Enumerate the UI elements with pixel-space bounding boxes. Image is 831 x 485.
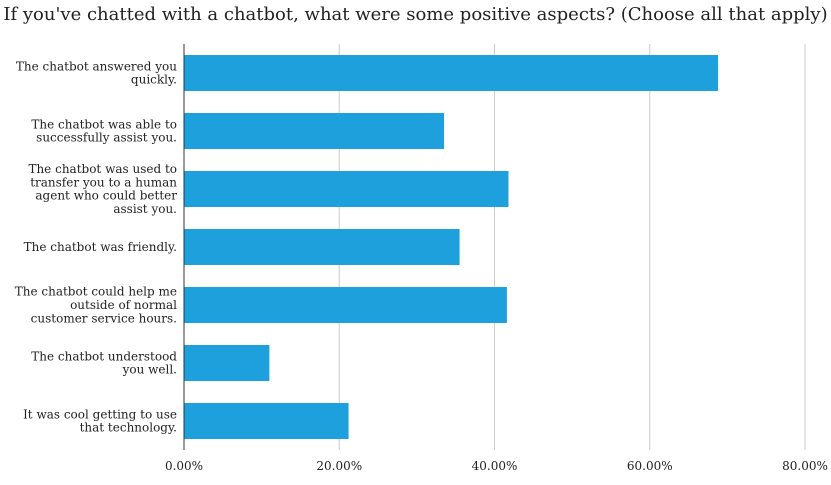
category-label-line: outside of normal (70, 298, 177, 312)
category-label-line: agent who could better (35, 189, 177, 203)
category-label: The chatbot could help me outside of norm… (15, 285, 177, 326)
bar (184, 113, 445, 149)
category-label-line: assist you. (113, 202, 177, 216)
bar (184, 403, 349, 439)
bar (184, 229, 460, 265)
category-label-line: customer service hours. (31, 311, 177, 325)
x-tick-label: 0.00% (165, 459, 203, 473)
category-label-line: quickly. (131, 73, 177, 87)
category-label-line: that technology. (80, 421, 177, 435)
category-label-line: transfer you to a human (30, 175, 177, 189)
category-label-line: successfully assist you. (36, 131, 177, 145)
category-label: The chatbot answered you quickly. (16, 59, 177, 86)
chart-title: If you've chatted with a chatbot, what w… (3, 4, 828, 25)
category-label: It was cool getting to use that technolog… (23, 407, 177, 434)
bar (184, 171, 509, 207)
x-tick-label: 40.00% (472, 459, 518, 473)
bars (184, 55, 719, 439)
category-label: The chatbot was friendly. (24, 240, 177, 254)
category-label-line: you well. (122, 363, 177, 377)
category-label-line: The chatbot answered you (16, 59, 177, 73)
category-label-line: It was cool getting to use (23, 407, 177, 421)
bar (184, 55, 719, 91)
category-label-line: The chatbot could help me (15, 285, 177, 299)
x-tick-label: 60.00% (627, 459, 673, 473)
category-label-line: The chatbot was used to (28, 162, 177, 176)
category-label-line: The chatbot understood (31, 349, 177, 363)
category-label-line: The chatbot was friendly. (24, 240, 177, 254)
category-label: The chatbot was used to transfer you to a… (28, 162, 177, 216)
category-label-line: The chatbot was able to (31, 117, 177, 131)
bar (184, 345, 270, 381)
category-label: The chatbot understood you well. (31, 349, 177, 376)
x-tick-label: 20.00% (316, 459, 362, 473)
x-tick-labels: 0.00% 20.00% 40.00% 60.00% 80.00% (165, 459, 828, 473)
category-labels: The chatbot answered you quickly.The chat… (15, 59, 178, 434)
category-label: The chatbot was able to successfully assi… (31, 117, 177, 144)
bar (184, 287, 507, 323)
x-tick-label: 80.00% (782, 459, 828, 473)
